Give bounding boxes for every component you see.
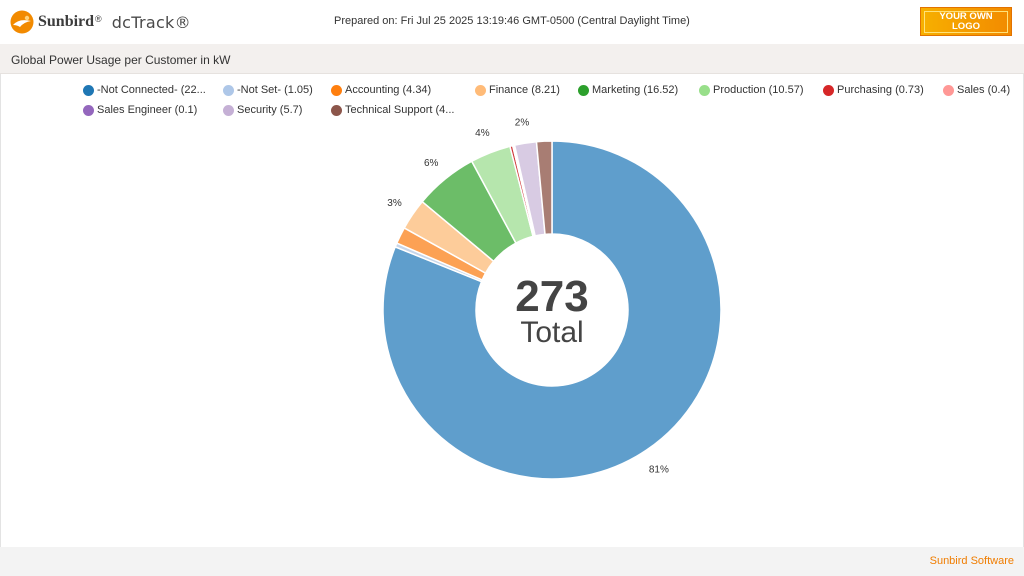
legend-item[interactable]: Accounting (4.34) xyxy=(331,82,431,98)
legend-label: Sales Engineer (0.1) xyxy=(97,104,198,116)
slice-percent-label: 3% xyxy=(387,198,402,209)
sunbird-sun-icon xyxy=(10,10,34,34)
legend-label: Technical Support (4... xyxy=(345,104,455,116)
legend-label: -Not Set- (1.05) xyxy=(237,84,313,96)
legend-label: Security (5.7) xyxy=(237,104,303,116)
legend-swatch xyxy=(83,104,94,116)
product-name: dcTrack® xyxy=(111,12,191,32)
brand-name: Sunbird xyxy=(38,13,95,30)
legend-swatch xyxy=(223,84,234,96)
legend-item[interactable]: -Not Connected- (22... xyxy=(83,82,206,98)
slice-percent-label: 2% xyxy=(515,117,530,128)
center-total-label: Total xyxy=(520,316,583,349)
slice-percent-label: 6% xyxy=(424,158,439,169)
legend-swatch xyxy=(699,84,710,96)
footer: Sunbird Software xyxy=(0,547,1024,576)
custom-logo[interactable]: YOUR OWN LOGO xyxy=(920,7,1012,36)
legend-swatch xyxy=(223,104,234,116)
donut-chart: 81% 3% 6% 4% 2% 273 Total xyxy=(382,117,722,480)
legend-label: Purchasing (0.73) xyxy=(837,84,924,96)
donut-slice[interactable] xyxy=(382,140,722,480)
top-bar: Sunbird ® dcTrack® Prepared on: Fri Jul … xyxy=(0,0,1024,44)
legend-item[interactable]: Marketing (16.52) xyxy=(578,82,678,98)
legend-swatch xyxy=(83,84,94,96)
legend-swatch xyxy=(475,84,486,96)
center-total-value: 273 xyxy=(515,272,588,321)
legend-swatch xyxy=(578,84,589,96)
legend-item[interactable]: Sales (0.4) xyxy=(943,82,1010,98)
slice-percent-label: 4% xyxy=(475,128,490,139)
legend-item[interactable]: Technical Support (4... xyxy=(331,102,454,118)
legend-swatch xyxy=(331,84,342,96)
legend-swatch xyxy=(943,84,954,96)
legend-item[interactable]: Purchasing (0.73) xyxy=(823,82,924,98)
panel-title: Global Power Usage per Customer in kW xyxy=(11,53,231,67)
brand-logo[interactable]: Sunbird ® dcTrack® xyxy=(10,9,191,35)
brand-registered-mark: ® xyxy=(95,14,102,24)
legend-item[interactable]: Sales Engineer (0.1) xyxy=(83,102,197,118)
legend-label: -Not Connected- (22... xyxy=(97,84,206,96)
custom-logo-text: YOUR OWN LOGO xyxy=(924,10,1008,33)
legend-label: Production (10.57) xyxy=(713,84,804,96)
panel-header: Global Power Usage per Customer in kW xyxy=(0,44,1024,74)
donut-slice[interactable] xyxy=(535,140,553,236)
chart-area: -Not Connected- (22... -Not Set- (1.05) Ac… xyxy=(0,74,1024,547)
legend-item[interactable]: Production (10.57) xyxy=(699,82,804,98)
footer-brand-text[interactable]: Sunbird Software xyxy=(929,555,1014,567)
legend-label: Accounting (4.34) xyxy=(345,84,432,96)
legend-label: Sales (0.4) xyxy=(957,84,1011,96)
legend-label: Finance (8.21) xyxy=(489,84,560,96)
slice-percent-label: 81% xyxy=(649,464,669,475)
legend-label: Marketing (16.52) xyxy=(592,84,679,96)
prepared-on-text: Prepared on: Fri Jul 25 2025 13:19:46 GM… xyxy=(334,15,690,27)
legend-item[interactable]: Finance (8.21) xyxy=(475,82,560,98)
legend-item[interactable]: Security (5.7) xyxy=(223,102,302,118)
legend-swatch xyxy=(331,104,342,116)
legend-swatch xyxy=(823,84,834,96)
legend-item[interactable]: -Not Set- (1.05) xyxy=(223,82,313,98)
